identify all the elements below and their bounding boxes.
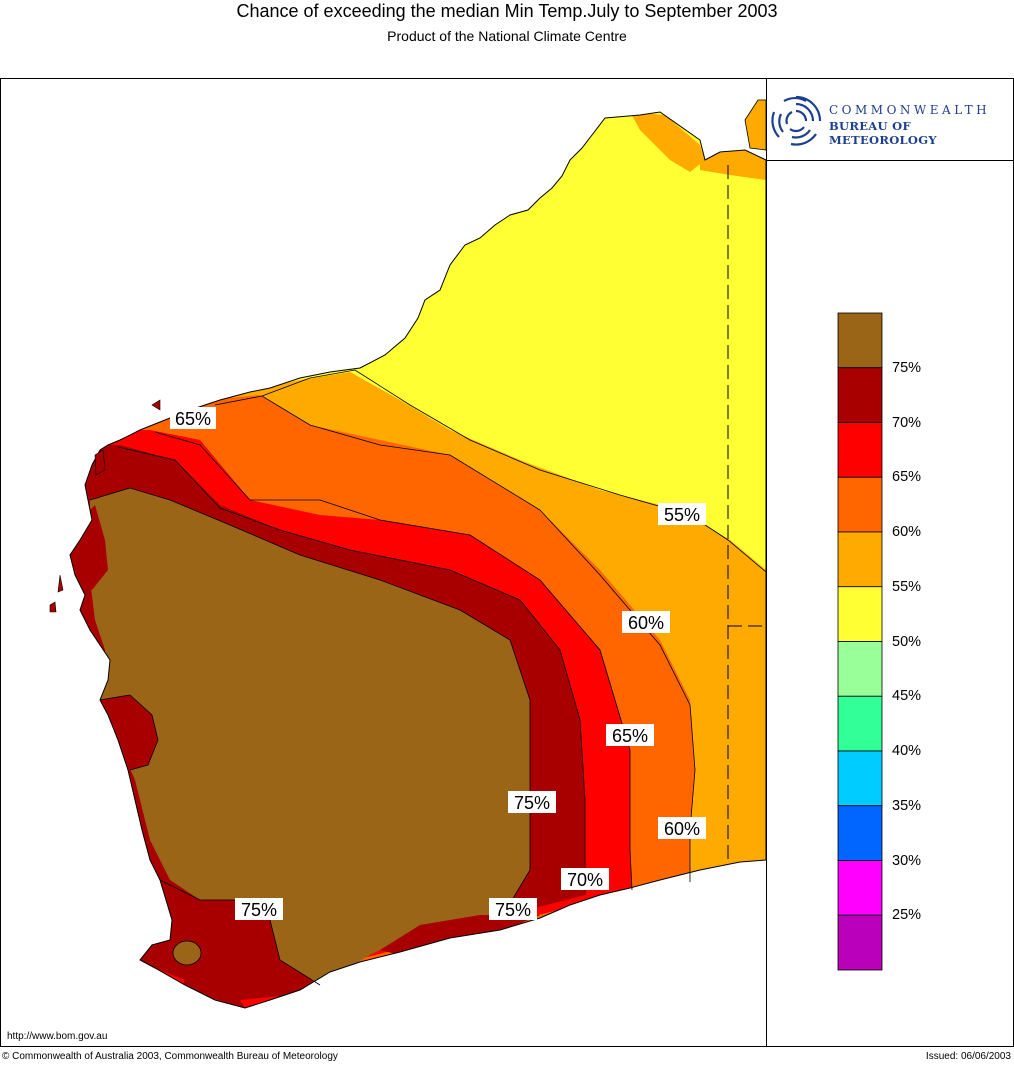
contour-label: 75%: [508, 791, 556, 813]
legend-swatch: [837, 641, 883, 697]
copyright-notice: © Commonwealth of Australia 2003, Common…: [2, 1051, 338, 1062]
svg-text:55%: 55%: [664, 505, 700, 525]
legend-swatch: [837, 476, 883, 533]
contour-label: 75%: [489, 898, 537, 920]
contour-label: 60%: [622, 611, 670, 633]
bureau-spiral-logo-icon: [769, 94, 823, 148]
legend-label: 50%: [892, 633, 922, 650]
legend-swatch: [837, 531, 883, 588]
contour-label: 65%: [170, 407, 216, 429]
svg-text:65%: 65%: [175, 409, 211, 429]
legend-label: 25%: [892, 907, 922, 924]
map-title: Chance of exceeding the median Min Temp.…: [236, 1, 778, 21]
legend-label: 30%: [892, 852, 922, 869]
legend-swatch: [837, 586, 883, 642]
svg-text:60%: 60%: [664, 819, 700, 839]
legend-swatch: [837, 805, 883, 861]
legend-label: 75%: [892, 359, 922, 376]
svg-text:75%: 75%: [241, 900, 277, 920]
contour-label: 75%: [235, 898, 283, 920]
svg-text:75%: 75%: [514, 793, 550, 813]
issued-date: Issued: 06/06/2003: [925, 1051, 1011, 1062]
logo-line-2: BUREAU OF METEOROLOGY: [829, 119, 937, 147]
legend-swatch: [837, 914, 883, 971]
svg-text:75%: 75%: [495, 900, 531, 920]
state-border: [727, 165, 766, 860]
map-subtitle: Product of the National Climate Centre: [387, 28, 627, 44]
legend-label: 55%: [892, 578, 922, 595]
legend-swatch: [837, 422, 883, 478]
contour-label: 70%: [561, 868, 609, 890]
legend-color-bar: [837, 312, 883, 971]
legend-label: 70%: [892, 414, 922, 431]
contour-labels: 65% 55% 60% 65% 75% 60% 70% 75%: [170, 407, 706, 920]
svg-text:70%: 70%: [567, 870, 603, 890]
legend-label: 45%: [892, 688, 922, 705]
legend-swatch: [837, 312, 883, 369]
legend-swatch: [837, 750, 883, 807]
source-url: http://www.bom.gov.au: [7, 1031, 108, 1042]
legend-swatch: [837, 860, 883, 916]
map-panel: 65% 55% 60% 65% 75% 60% 70% 75%: [0, 78, 1014, 1047]
svg-text:60%: 60%: [628, 613, 664, 633]
legend-label: 40%: [892, 743, 922, 759]
legend-label: 65%: [892, 469, 922, 486]
contour-label: 55%: [658, 503, 706, 525]
legend-label: 35%: [892, 797, 922, 814]
contour-label: 65%: [606, 724, 654, 746]
legend-swatch: [837, 367, 883, 423]
contour-label: 60%: [658, 817, 706, 839]
svg-text:65%: 65%: [612, 726, 648, 746]
legend-swatch: [837, 695, 883, 752]
legend-label: 60%: [892, 524, 922, 540]
logo-line-1: COMMONWEALTH: [829, 103, 991, 117]
